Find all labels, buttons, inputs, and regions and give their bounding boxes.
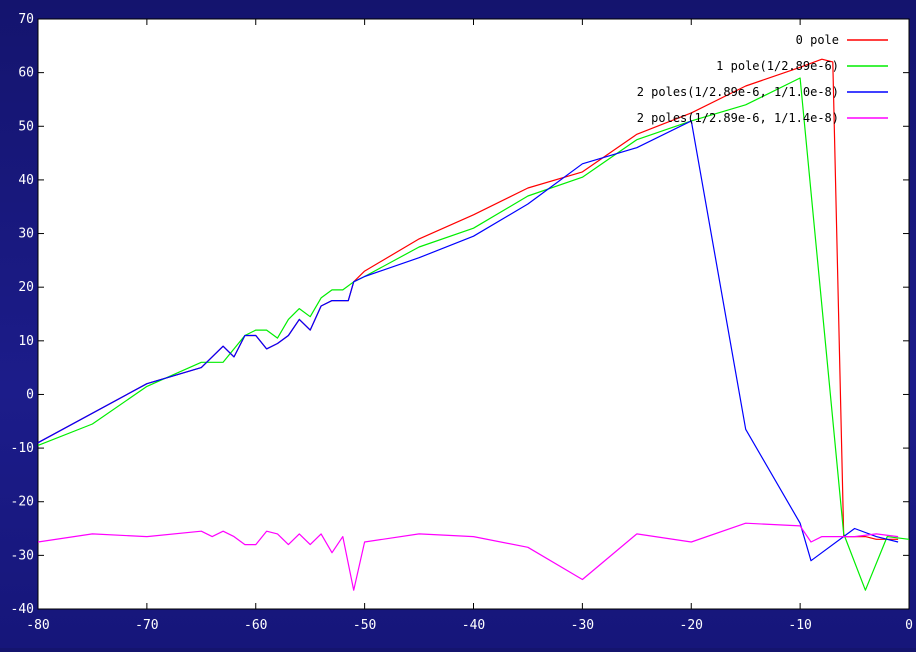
x-tick-label: -20 <box>680 618 703 633</box>
y-tick-label: 20 <box>18 280 34 295</box>
series-line <box>37 77 910 591</box>
x-tick-label: -40 <box>462 618 485 633</box>
legend: 0 pole 1 pole(1/2.89e-6) 2 poles(1/2.89e-6… <box>637 33 888 125</box>
y-tick-label: -40 <box>11 602 34 617</box>
legend-label: 1 pole(1/2.89e-6) <box>716 59 839 73</box>
plot-area <box>37 18 910 610</box>
x-tick-label: -60 <box>244 618 267 633</box>
legend-label: 2 poles(1/2.89e-6, 1/1.4e-8) <box>637 111 839 125</box>
x-tick-label: -80 <box>26 618 49 633</box>
y-tick-label: 30 <box>18 227 34 242</box>
x-tick-label: 0 <box>905 618 913 633</box>
y-tick-label: 40 <box>18 173 34 188</box>
series-lines <box>37 58 910 591</box>
y-tick-label: 50 <box>18 119 34 134</box>
y-tick-label: 0 <box>26 387 34 402</box>
y-tick-label: 10 <box>18 334 34 349</box>
y-tick-label: -10 <box>11 441 34 456</box>
x-tick-label: -10 <box>788 618 811 633</box>
y-tick-label: 60 <box>18 66 34 81</box>
series-line <box>37 120 899 562</box>
series-line <box>37 522 899 591</box>
legend-label: 0 pole <box>796 33 839 47</box>
y-tick-label: -20 <box>11 495 34 510</box>
x-tick-label: -50 <box>353 618 376 633</box>
x-tick-label: -70 <box>135 618 158 633</box>
x-tick-label: -30 <box>571 618 594 633</box>
y-tick-label: -30 <box>11 548 34 563</box>
axis-ticks: -80 -70 -60 -50 -40 -30 -20 -10 0 -40 -30 -20 -10 0 10… <box>11 12 913 633</box>
y-tick-label: 70 <box>18 12 34 27</box>
legend-label: 2 poles(1/2.89e-6, 1/1.0e-8) <box>637 85 839 99</box>
